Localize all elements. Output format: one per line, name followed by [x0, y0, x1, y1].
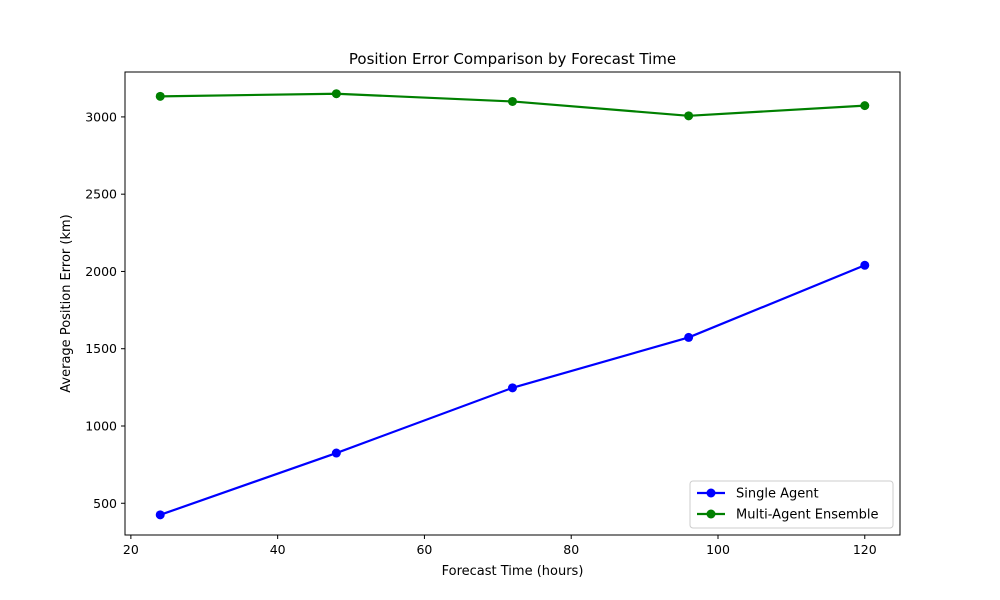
y-tick-label: 2000 [85, 264, 117, 279]
y-tick-label: 1500 [85, 341, 117, 356]
series-multi-agent-ensemble [155, 89, 870, 121]
y-tick-label: 3000 [85, 109, 117, 124]
axes [124, 71, 901, 536]
series-single-agent [155, 260, 870, 520]
y-tick-label: 2500 [85, 187, 117, 202]
data-point [508, 96, 517, 106]
data-point [508, 383, 517, 393]
y-axis-label: Average Position Error (km) [59, 214, 74, 392]
data-point [860, 101, 870, 111]
x-tick-label: 40 [270, 542, 286, 557]
y-tick-label: 500 [93, 496, 117, 511]
chart-title: Position Error Comparison by Forecast Ti… [349, 50, 676, 68]
legend-label: Single Agent [736, 487, 819, 502]
legend-marker [706, 509, 716, 519]
x-tick-label: 100 [706, 542, 730, 557]
legend-items: Single Agent Multi-Agent Ensemble [697, 487, 879, 523]
data-point [331, 89, 341, 99]
x-axis-ticks: 20 40 60 80 100 120 [123, 535, 877, 557]
legend-box [689, 480, 894, 529]
x-tick-label: 20 [123, 542, 139, 557]
data-point [155, 510, 165, 520]
data-point [860, 260, 870, 270]
y-tick-label: 1000 [85, 418, 117, 433]
data-point [684, 111, 694, 121]
y-axis-ticks: 500 1000 1500 2000 2500 3000 [85, 109, 125, 511]
plot-frame [124, 71, 901, 536]
x-tick-label: 120 [853, 542, 877, 557]
data-point [331, 448, 341, 458]
data-point [684, 332, 694, 342]
legend: Single Agent Multi-Agent Ensemble [689, 480, 894, 529]
data-point [155, 91, 165, 101]
legend-marker [706, 488, 716, 498]
series-layer [155, 89, 870, 520]
x-tick-label: 60 [416, 542, 432, 557]
x-axis-label: Forecast Time (hours) [442, 564, 584, 579]
x-tick-label: 80 [563, 542, 579, 557]
legend-label: Multi-Agent Ensemble [736, 508, 879, 523]
